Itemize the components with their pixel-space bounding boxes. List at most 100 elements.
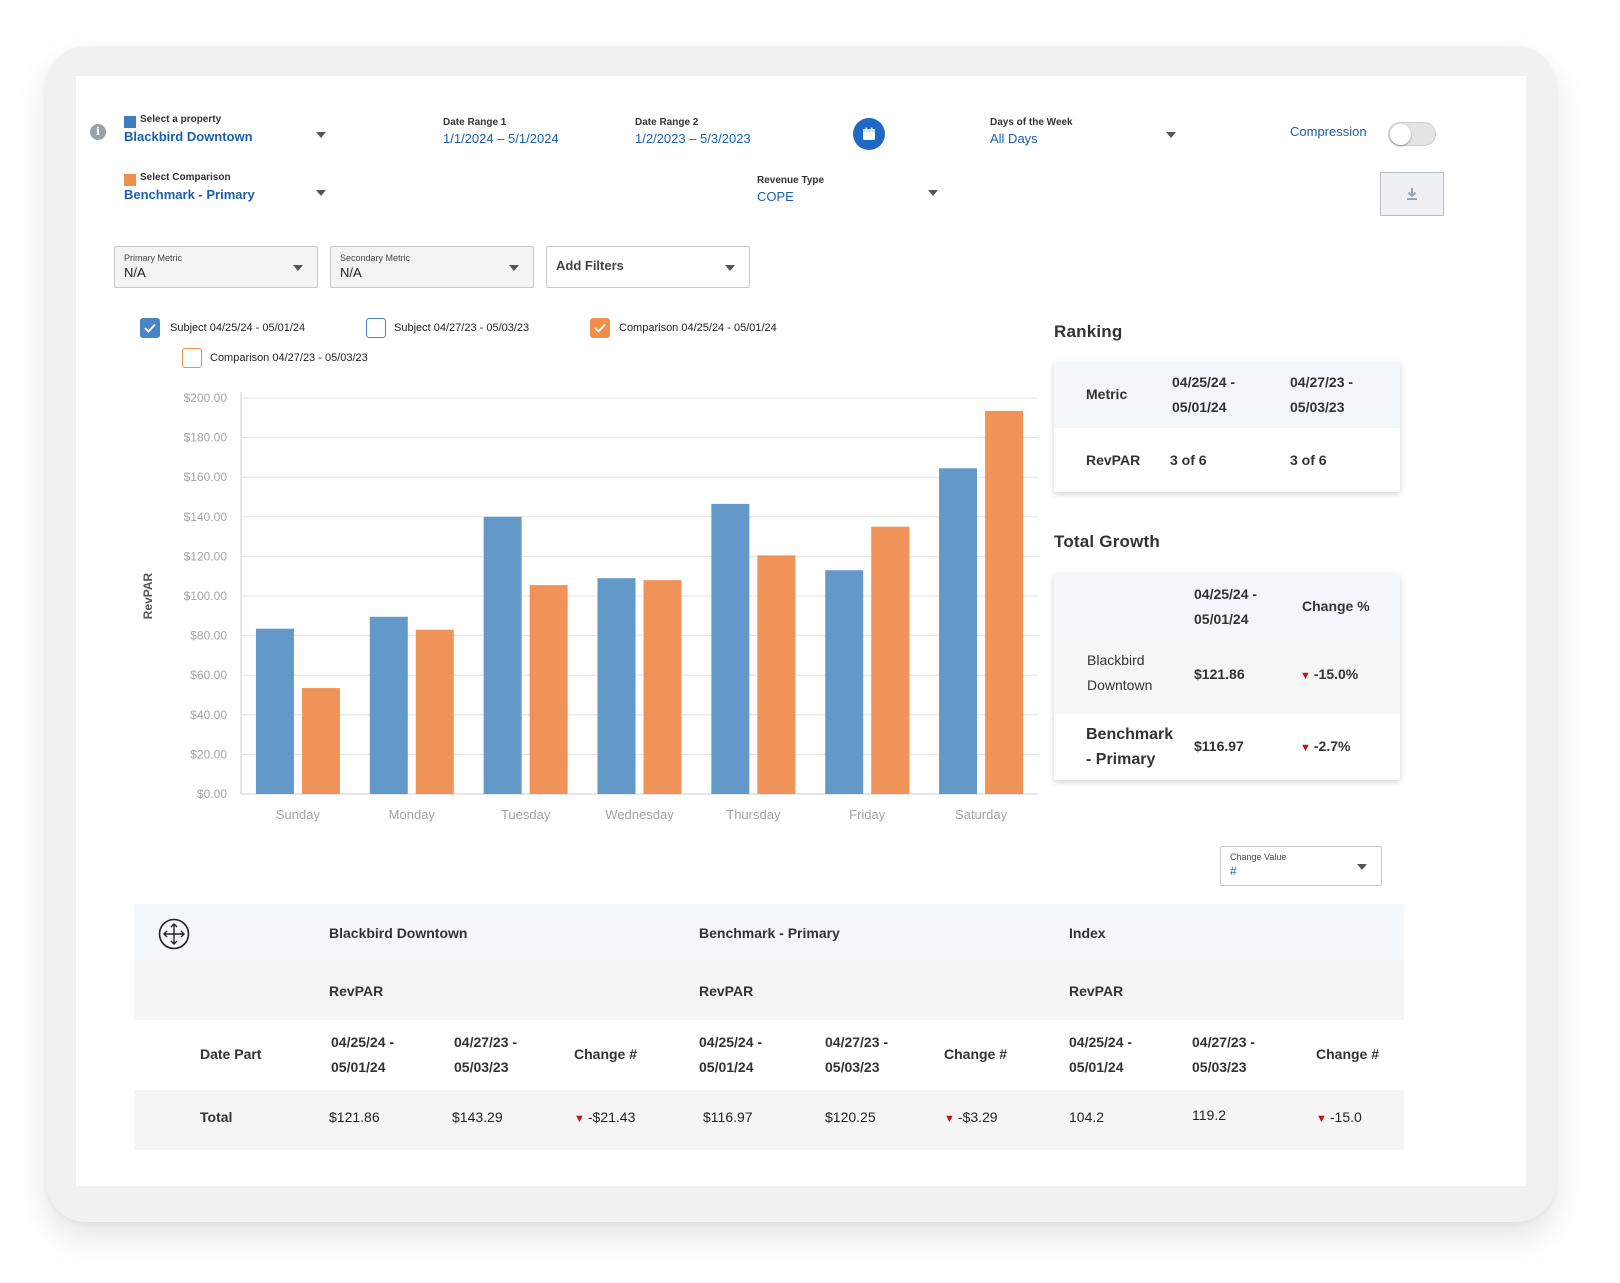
legend-checkbox-subject-current[interactable] — [140, 318, 160, 338]
table-subheader[interactable]: 04/25/24 - 05/01/24 — [1069, 1034, 1133, 1075]
bar-subject-tuesday — [483, 516, 522, 794]
info-icon[interactable]: i — [90, 124, 106, 140]
property-label: Select a property — [140, 114, 222, 125]
table-cell: $120.25 — [825, 1109, 876, 1125]
ranking-header-row — [1054, 362, 1400, 428]
chevron-down-icon — [509, 265, 519, 271]
primary-metric-select[interactable]: Primary Metric N/A — [114, 246, 318, 288]
growth-header-row — [1054, 574, 1400, 640]
x-tick-label: Tuesday — [501, 807, 551, 822]
table-subheader[interactable]: 04/27/23 - 05/03/23 — [1192, 1034, 1256, 1075]
compression-toggle[interactable] — [1388, 122, 1436, 146]
y-tick-label: $200.00 — [184, 391, 228, 405]
change-value-select[interactable]: Change Value # — [1220, 846, 1382, 886]
table-subheader[interactable]: 04/27/23 - 05/03/23 — [825, 1034, 889, 1075]
ranking-metric: RevPAR — [1086, 452, 1141, 468]
date-range-1-label: Date Range 1 — [443, 117, 507, 128]
table-row-label: Total — [200, 1109, 233, 1125]
growth-row-change: ▼ -15.0% — [1300, 662, 1358, 689]
date-range-2-value[interactable]: 1/2/2023 – 5/3/2023 — [635, 131, 751, 146]
property-swatch — [124, 116, 136, 128]
legend-checkbox-comparison-prior[interactable] — [182, 348, 202, 368]
y-tick-label: $60.00 — [190, 668, 227, 682]
total-growth-title: Total Growth — [1054, 532, 1160, 551]
legend-label: Comparison 04/27/23 - 05/03/23 — [210, 352, 368, 364]
calendar-button[interactable] — [853, 118, 885, 150]
bar-subject-wednesday — [597, 578, 636, 794]
down-arrow-icon: ▼ — [1300, 670, 1311, 682]
ranking-header-current: 04/25/24 - 05/01/24 — [1172, 374, 1236, 415]
y-tick-label: $40.00 — [190, 708, 227, 722]
table-subheader[interactable]: Change # — [1316, 1046, 1380, 1062]
legend-checkbox-comparison-current[interactable] — [590, 318, 610, 338]
secondary-metric-select[interactable]: Secondary Metric N/A — [330, 246, 534, 288]
table-subheader[interactable]: 04/25/24 - 05/01/24 — [331, 1034, 395, 1075]
legend-checkbox-subject-prior[interactable] — [366, 318, 386, 338]
bar-comparison-monday — [415, 629, 454, 794]
revpar-bar-chart: $0.00 $20.00 $40.00 $60.00 $80.00 $100.00 $120… — [136, 376, 1056, 846]
primary-metric-value: N/A — [124, 265, 146, 280]
bar-comparison-friday — [871, 526, 910, 794]
table-subheader[interactable]: 04/25/24 - 05/01/24 — [699, 1034, 763, 1075]
down-arrow-icon: ▼ — [1316, 1113, 1327, 1125]
table-metric-label: RevPAR — [329, 983, 384, 999]
add-filters-select[interactable]: Add Filters — [546, 246, 750, 288]
calendar-icon — [863, 127, 875, 140]
property-value[interactable]: Blackbird Downtown — [124, 129, 253, 144]
chevron-down-icon[interactable] — [316, 132, 326, 138]
table-cell: $116.97 — [703, 1109, 753, 1125]
growth-row-alt — [1054, 640, 1400, 714]
chevron-down-icon — [725, 265, 735, 271]
chart-svg: $0.00 $20.00 $40.00 $60.00 $80.00 $100.00 $120… — [141, 391, 1038, 822]
table-group-header-row: Blackbird Downtown Benchmark - Primary I… — [134, 904, 1404, 962]
days-of-week-value[interactable]: All Days — [990, 131, 1038, 146]
date-range-2-label: Date Range 2 — [635, 117, 699, 128]
y-tick-label: $120.00 — [184, 549, 228, 563]
change-value: -$21.43 — [587, 1109, 636, 1125]
growth-row-value: $121.86 — [1194, 666, 1245, 682]
chevron-down-icon — [293, 265, 303, 271]
growth-change-value: -2.7% — [1313, 738, 1351, 754]
down-arrow-icon: ▼ — [1300, 742, 1311, 754]
bar-comparison-sunday — [301, 688, 340, 794]
revenue-type-value[interactable]: COPE — [757, 189, 794, 204]
ranking-header-prior: 04/27/23 - 05/03/23 — [1290, 374, 1354, 415]
table-group-index: Index — [1069, 925, 1106, 941]
date-range-1-value[interactable]: 1/1/2024 – 5/1/2024 — [443, 131, 559, 146]
comparison-value[interactable]: Benchmark - Primary — [124, 187, 255, 202]
y-tick-label: $20.00 — [190, 747, 227, 761]
change-value: -15.0 — [1329, 1109, 1362, 1125]
table-cell: $121.86 — [329, 1109, 380, 1125]
table-date-part-header[interactable]: Date Part — [200, 1046, 262, 1062]
table-group-comparison: Benchmark - Primary — [699, 925, 840, 941]
chevron-down-icon[interactable] — [928, 190, 938, 196]
growth-row-name: Benchmark - Primary — [1086, 726, 1174, 768]
bar-comparison-thursday — [757, 555, 796, 794]
chevron-down-icon[interactable] — [1166, 132, 1176, 138]
move-icon[interactable] — [158, 918, 190, 950]
table-metric-label: RevPAR — [699, 983, 754, 999]
ranking-card: Metric 04/25/24 - 05/01/24 04/27/23 - 05… — [1054, 362, 1400, 492]
table-cell: 119.2 — [1192, 1107, 1226, 1123]
x-tick-label: Wednesday — [605, 807, 674, 822]
table-subheader[interactable]: Change # — [944, 1046, 1008, 1062]
y-tick-label: $180.00 — [184, 431, 228, 445]
comparison-swatch — [124, 174, 136, 186]
x-tick-label: Thursday — [726, 807, 781, 822]
table-subheader[interactable]: 04/27/23 - 05/03/23 — [454, 1034, 518, 1075]
x-tick-label: Sunday — [276, 807, 321, 822]
down-arrow-icon: ▼ — [574, 1113, 585, 1125]
table-cell: ▼ -15.0 — [1316, 1105, 1362, 1132]
table-subheader[interactable]: Change # — [574, 1046, 638, 1062]
secondary-metric-value: N/A — [340, 265, 362, 280]
revenue-type-label: Revenue Type — [757, 175, 825, 186]
check-icon — [594, 323, 606, 333]
table-row: Total $121.86 $143.29 ▼ -$21.43 $116.97 $… — [134, 1090, 1404, 1150]
table-group-subject: Blackbird Downtown — [329, 925, 468, 941]
download-button[interactable] — [1380, 172, 1444, 216]
table-subheader-row: Date Part 04/25/24 - 05/01/24 04/27/23 -… — [134, 1020, 1404, 1090]
growth-row-change: ▼ -2.7% — [1300, 734, 1350, 761]
chevron-down-icon[interactable] — [316, 190, 326, 196]
change-value: -$3.29 — [957, 1109, 998, 1125]
growth-header-date: 04/25/24 - 05/01/24 — [1194, 586, 1258, 627]
